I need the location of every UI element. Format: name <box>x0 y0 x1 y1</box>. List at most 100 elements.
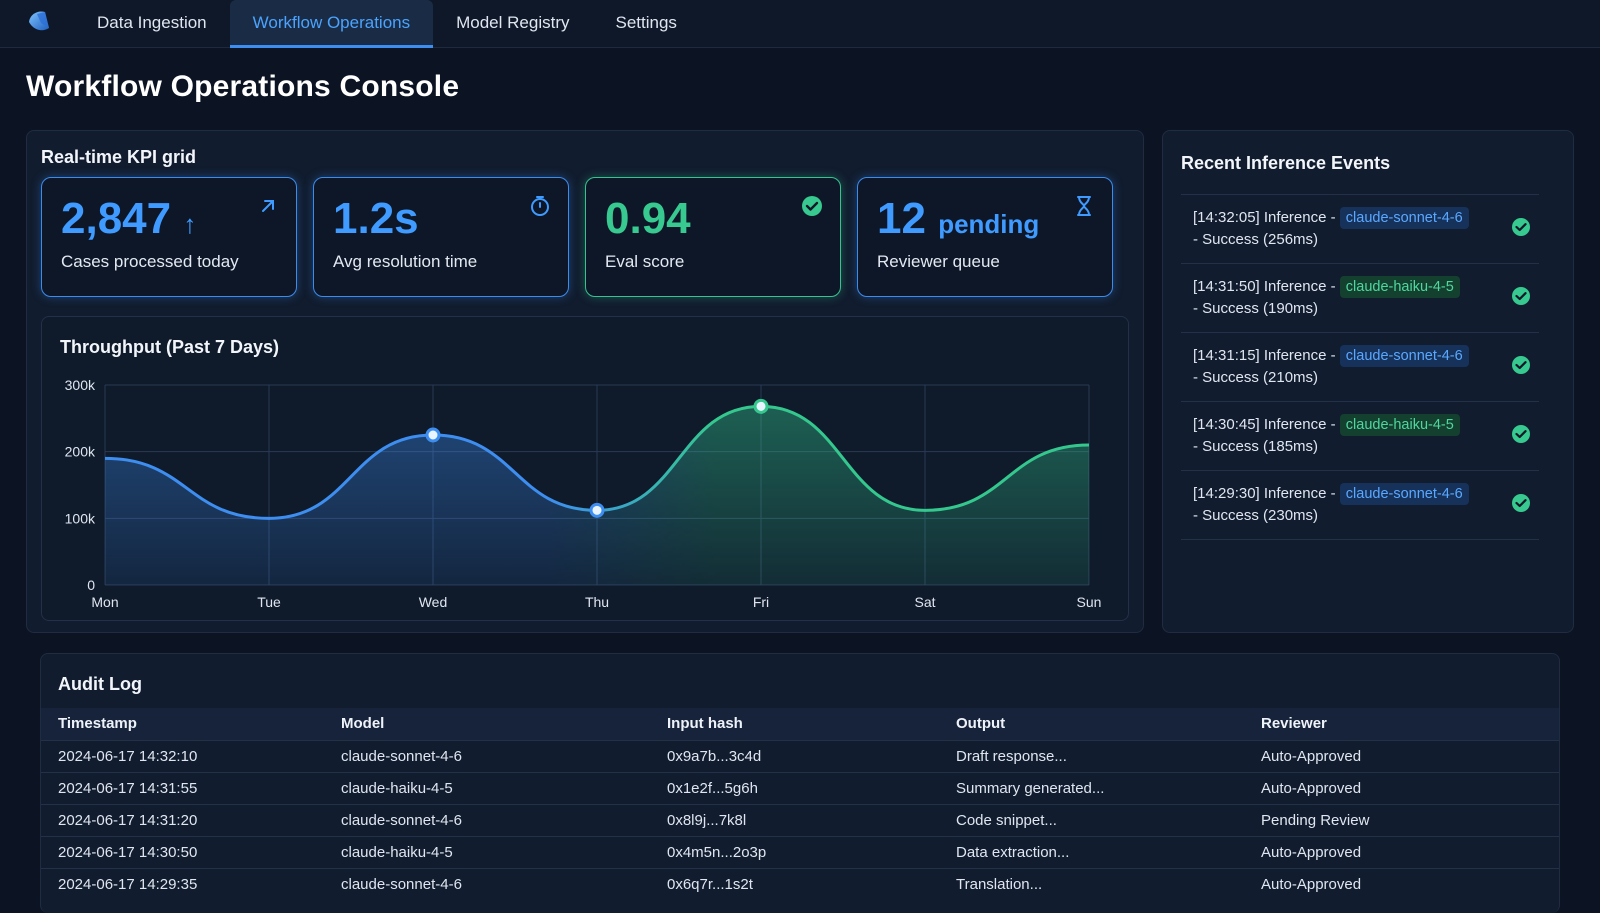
event-item[interactable]: [14:32:05] Inference - claude-sonnet-4-6… <box>1181 195 1539 264</box>
x-tick-label: Wed <box>419 594 448 610</box>
success-check-icon <box>1512 356 1530 374</box>
model-pill[interactable]: claude-sonnet-4-6 <box>1339 483 1469 505</box>
table-cell: Auto-Approved <box>1244 771 1559 804</box>
tab-data-ingestion[interactable]: Data Ingestion <box>97 13 207 32</box>
trend-up-arrow-icon <box>262 200 274 212</box>
event-item[interactable]: [14:31:50] Inference - claude-haiku-4-5 -… <box>1181 264 1539 333</box>
data-point-thu <box>589 502 605 518</box>
x-tick-label: Sun <box>1077 594 1102 610</box>
event-prefix: [14:30:45] Inference - <box>1193 416 1336 433</box>
table-row[interactable]: 2024-06-17 14:29:35 claude-sonnet-4-6 0x6q… <box>41 867 1559 900</box>
kpi-card-cases[interactable]: 2,847 ↑ Cases processed today <box>41 177 297 297</box>
table-cell: 2024-06-17 14:30:50 <box>41 835 324 868</box>
table-cell: 2024-06-17 14:31:55 <box>41 771 324 804</box>
event-status: - Success (210ms) <box>1193 369 1319 386</box>
table-cell: Pending Review <box>1244 803 1559 836</box>
kpi-value: 1.2s <box>333 194 419 243</box>
audit-log-panel: Audit Log Timestamp Model Input hash Output… <box>40 653 1560 913</box>
success-check-icon <box>1512 494 1530 512</box>
table-row[interactable]: 2024-06-17 14:30:50 claude-haiku-4-5 0x4m5… <box>41 835 1559 868</box>
trend-up-arrow: ↑ <box>183 209 197 239</box>
event-status: - Success (190ms) <box>1193 300 1319 317</box>
event-prefix: [14:31:15] Inference - <box>1193 347 1336 364</box>
table-row[interactable]: 2024-06-17 14:31:55 claude-haiku-4-5 0x1e2… <box>41 771 1559 804</box>
table-cell: 0x6q7r...1s2t <box>650 867 939 900</box>
kpi-value: 0.94 <box>605 194 691 243</box>
kpi-card-resolution-time[interactable]: 1.2s Avg resolution time <box>313 177 569 297</box>
event-item[interactable]: [14:29:30] Inference - claude-sonnet-4-6… <box>1181 471 1539 540</box>
tab-workflow-operations[interactable]: Workflow Operations <box>229 0 434 48</box>
table-cell: claude-haiku-4-5 <box>324 771 650 804</box>
table-cell: claude-sonnet-4-6 <box>324 803 650 836</box>
throughput-chart: 0 100k 200k 300k Mon Tue Wed Thu Fri Sat Sun <box>65 377 1102 610</box>
kpi-panel: Real-time KPI grid 2,847 ↑ Cases process… <box>26 130 1144 633</box>
table-cell: Auto-Approved <box>1244 739 1559 772</box>
table-cell: Draft response... <box>939 739 1244 772</box>
kpi-card-reviewer-queue[interactable]: 12 pending Reviewer queue <box>857 177 1113 297</box>
success-check-icon <box>1512 425 1530 443</box>
throughput-chart-panel: Throughput (Past 7 Days) 0 100k 200k 300k Mo… <box>41 316 1129 621</box>
column-header[interactable]: Reviewer <box>1244 708 1559 740</box>
audit-log-table: Timestamp Model Input hash Output Reviewer 2… <box>41 708 1559 900</box>
kpi-label: Avg resolution time <box>333 252 478 271</box>
tab-model-registry[interactable]: Model Registry <box>456 13 570 32</box>
top-nav-bar: Data Ingestion Workflow Operations Model… <box>0 0 1600 48</box>
table-cell: claude-sonnet-4-6 <box>324 867 650 900</box>
y-tick-label: 100k <box>65 510 96 526</box>
nav-tabs: Data Ingestion Workflow Operations Model… <box>74 0 700 48</box>
table-cell: 0x4m5n...2o3p <box>650 835 939 868</box>
table-cell: 0x8l9j...7k8l <box>650 803 939 836</box>
table-cell: 0x9a7b...3c4d <box>650 739 939 772</box>
events-title: Recent Inference Events <box>1181 153 1391 173</box>
y-tick-label: 300k <box>65 377 96 393</box>
table-row[interactable]: 2024-06-17 14:31:20 claude-sonnet-4-6 0x8l… <box>41 803 1559 836</box>
table-cell: Translation... <box>939 867 1244 900</box>
tab-settings[interactable]: Settings <box>615 13 677 32</box>
table-cell: 2024-06-17 14:29:35 <box>41 867 324 900</box>
event-prefix: [14:31:50] Inference - <box>1193 278 1336 295</box>
kpi-label: Cases processed today <box>61 252 239 271</box>
kpi-card-eval-score[interactable]: 0.94 Eval score <box>585 177 841 297</box>
data-point-wed <box>425 427 441 443</box>
kpi-value: 12 pending <box>877 194 1040 243</box>
table-cell: 2024-06-17 14:32:10 <box>41 739 324 772</box>
table-cell: claude-haiku-4-5 <box>324 835 650 868</box>
model-pill[interactable]: claude-sonnet-4-6 <box>1339 345 1469 367</box>
table-cell: Summary generated... <box>939 771 1244 804</box>
stopwatch-icon <box>531 196 549 216</box>
event-status: - Success (230ms) <box>1193 507 1319 524</box>
column-header[interactable]: Model <box>324 708 650 740</box>
series-area-fill <box>105 406 1089 585</box>
model-pill[interactable]: claude-sonnet-4-6 <box>1339 207 1469 229</box>
event-item[interactable]: [14:31:15] Inference - claude-sonnet-4-6… <box>1181 333 1539 402</box>
table-row[interactable]: 2024-06-17 14:32:10 claude-sonnet-4-6 0x9a… <box>41 739 1559 772</box>
column-header[interactable]: Output <box>939 708 1244 740</box>
events-list: [14:32:05] Inference - claude-sonnet-4-6… <box>1181 194 1539 540</box>
table-cell: 2024-06-17 14:31:20 <box>41 803 324 836</box>
event-prefix: [14:32:05] Inference - <box>1193 209 1336 226</box>
data-point-fri <box>753 398 769 414</box>
x-tick-label: Mon <box>91 594 118 610</box>
y-tick-label: 0 <box>87 577 95 593</box>
success-check-icon <box>1512 287 1530 305</box>
model-pill[interactable]: claude-haiku-4-5 <box>1339 276 1460 298</box>
y-tick-label: 200k <box>65 444 96 460</box>
kpi-label: Reviewer queue <box>877 252 1000 271</box>
column-header[interactable]: Timestamp <box>41 708 324 740</box>
app-logo-icon[interactable] <box>26 8 52 34</box>
recent-events-panel: Recent Inference Events [14:32:05] Infer… <box>1162 130 1574 633</box>
x-tick-label: Thu <box>585 594 609 610</box>
kpi-value: 2,847 ↑ <box>61 194 197 243</box>
hourglass-icon <box>1077 196 1091 216</box>
table-cell: Data extraction... <box>939 835 1244 868</box>
event-item[interactable]: [14:30:45] Inference - claude-haiku-4-5 -… <box>1181 402 1539 471</box>
chart-title: Throughput (Past 7 Days) <box>60 337 280 357</box>
event-status: - Success (256ms) <box>1193 231 1319 248</box>
model-pill[interactable]: claude-haiku-4-5 <box>1339 414 1460 436</box>
kpi-label: Eval score <box>605 252 685 271</box>
event-status: - Success (185ms) <box>1193 438 1319 455</box>
column-header[interactable]: Input hash <box>650 708 939 740</box>
table-cell: Code snippet... <box>939 803 1244 836</box>
x-tick-label: Fri <box>753 594 769 610</box>
table-cell: Auto-Approved <box>1244 867 1559 900</box>
